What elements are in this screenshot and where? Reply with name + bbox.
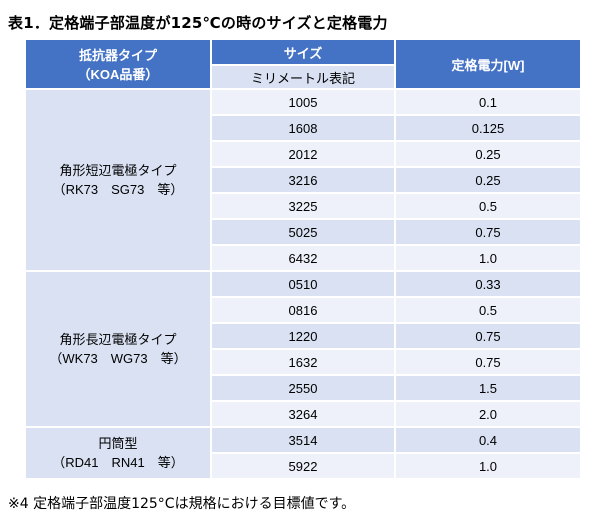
resistor-type-name: 円筒型 [98, 436, 138, 451]
rated-power-cell: 0.25 [394, 166, 582, 194]
size-cell: 1608 [210, 114, 396, 142]
table-row: 1608 0.125 [25, 114, 582, 142]
rated-power-cell: 0.75 [394, 322, 582, 350]
size-cell: 2012 [210, 140, 396, 168]
table-row: 角形長辺電極タイプ （WK73 WG73 等） 0510 0.33 [24, 270, 582, 428]
rated-power-cell: 1.5 [394, 374, 582, 402]
header-rated-power: 定格電力[W] [394, 38, 582, 90]
size-cell: 6432 [210, 244, 396, 272]
table-row: 5025 0.75 [25, 218, 582, 246]
table-row: 1632 0.75 [25, 348, 582, 376]
footnote: ※4 定格端子部温度125°Cは規格における目標値です。 [8, 496, 356, 512]
size-power-table: 抵抗器タイプ （KOA品番） サイズ 定格電力[W] ミリメートル表記 角形短辺… [24, 38, 582, 480]
rated-power-cell: 0.5 [394, 296, 582, 324]
header-size-unit: ミリメートル表記 [210, 64, 396, 90]
resistor-type-cell: 円筒型 （RD41 RN41 等） [24, 426, 212, 480]
table-row: 角形短辺電極タイプ （RK73 SG73 等） 1005 0.1 [24, 88, 582, 272]
size-cell: 5922 [210, 452, 396, 480]
size-cell: 2550 [210, 374, 396, 402]
header-resistor-type-line2: （KOA品番） [77, 67, 159, 82]
size-cell: 0510 [210, 270, 396, 298]
size-cell: 1632 [210, 348, 396, 376]
rated-power-cell: 1.0 [394, 244, 582, 272]
table-row: 1220 0.75 [25, 322, 582, 350]
table-row: 6432 1.0 [25, 244, 582, 272]
resistor-type-models: （WK73 WG73 等） [49, 351, 187, 366]
header-size: サイズ [210, 38, 396, 66]
size-cell: 1005 [210, 88, 396, 116]
table-title: 表1．定格端子部温度が125℃の時のサイズと定格電力 [8, 14, 388, 32]
resistor-type-name: 角形長辺電極タイプ [59, 332, 177, 347]
size-cell: 1220 [210, 322, 396, 350]
rated-power-cell: 0.5 [394, 192, 582, 220]
size-cell: 3514 [210, 426, 396, 454]
rated-power-cell: 0.25 [394, 140, 582, 168]
rated-power-cell: 1.0 [394, 452, 582, 480]
resistor-type-name: 角形短辺電極タイプ [59, 163, 177, 178]
resistor-type-models: （RD41 RN41 等） [52, 455, 184, 470]
rated-power-cell: 0.33 [394, 270, 582, 298]
rated-power-cell: 0.125 [394, 114, 582, 142]
table-row: 5922 1.0 [25, 452, 582, 480]
table-row: 2550 1.5 [25, 374, 582, 402]
rated-power-cell: 2.0 [394, 400, 582, 428]
rated-power-cell: 0.75 [394, 218, 582, 246]
resistor-type-cell: 角形長辺電極タイプ （WK73 WG73 等） [24, 270, 212, 428]
table-row: 2012 0.25 [25, 140, 582, 168]
header-resistor-type: 抵抗器タイプ （KOA品番） [24, 38, 212, 90]
resistor-type-cell: 角形短辺電極タイプ （RK73 SG73 等） [24, 88, 212, 272]
rated-power-cell: 0.1 [394, 88, 582, 116]
size-cell: 5025 [210, 218, 396, 246]
size-cell: 3225 [210, 192, 396, 220]
size-cell: 3216 [210, 166, 396, 194]
rated-power-cell: 0.75 [394, 348, 582, 376]
header-resistor-type-line1: 抵抗器タイプ [78, 48, 157, 63]
resistor-type-models: （RK73 SG73 等） [52, 182, 184, 197]
size-cell: 0816 [210, 296, 396, 324]
size-cell: 3264 [210, 400, 396, 428]
table-row: 3216 0.25 [25, 166, 582, 194]
table-body: 角形短辺電極タイプ （RK73 SG73 等） 1005 0.1 1608 0.125 20… [24, 88, 582, 480]
table-row: 円筒型 （RD41 RN41 等） 3514 0.4 [24, 426, 582, 480]
table-row: 3225 0.5 [25, 192, 582, 220]
table-row: 0816 0.5 [25, 296, 582, 324]
table-row: 3264 2.0 [25, 400, 582, 428]
rated-power-cell: 0.4 [394, 426, 582, 454]
